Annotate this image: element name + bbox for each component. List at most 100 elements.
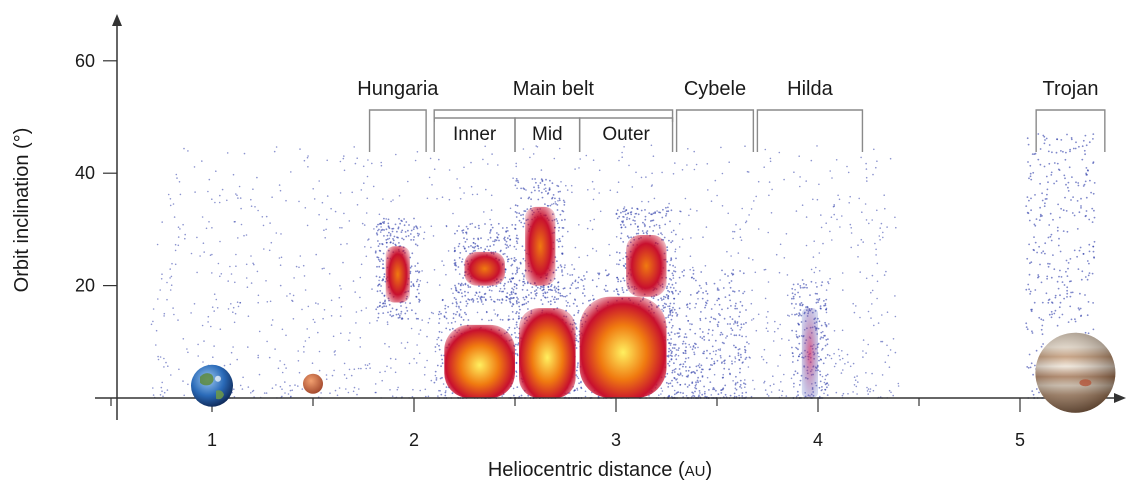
scatter-point [569, 274, 571, 276]
scatter-point [734, 307, 737, 310]
scatter-point [389, 241, 392, 244]
scatter-point [381, 306, 384, 309]
scatter-point [505, 230, 508, 233]
scatter-point [699, 336, 702, 338]
scatter-point [213, 293, 216, 296]
scatter-point [675, 312, 677, 314]
scatter-point [748, 257, 750, 259]
scatter-point [284, 392, 286, 394]
scatter-point [685, 336, 688, 339]
scatter-point [1077, 182, 1080, 184]
scatter-point [669, 264, 671, 266]
scatter-point [751, 289, 753, 292]
scatter-point [353, 146, 356, 148]
scatter-point [1048, 162, 1051, 165]
scatter-point [538, 190, 540, 192]
scatter-point [373, 228, 375, 230]
scatter-point [423, 374, 426, 376]
scatter-point [1086, 169, 1089, 172]
scatter-point [540, 299, 543, 301]
scatter-point [177, 236, 180, 238]
scatter-point [738, 334, 741, 337]
scatter-point [508, 278, 511, 281]
scatter-point [293, 277, 295, 279]
scatter-point [723, 317, 726, 320]
scatter-point [1088, 272, 1091, 274]
scatter-point [514, 349, 517, 351]
scatter-point [182, 223, 184, 226]
scatter-point [325, 374, 328, 376]
scatter-point [530, 291, 533, 294]
scatter-point [527, 394, 530, 397]
scatter-point [778, 271, 781, 274]
scatter-point [1047, 236, 1050, 239]
scatter-point [821, 375, 824, 378]
scatter-point [795, 303, 797, 305]
scatter-point [358, 388, 360, 390]
scatter-point [388, 346, 390, 348]
scatter-point [697, 395, 700, 398]
scatter-point [537, 184, 540, 187]
scatter-point [418, 333, 420, 335]
scatter-point [299, 255, 302, 257]
scatter-point [177, 244, 180, 247]
scatter-point [1047, 301, 1050, 304]
scatter-point [866, 386, 868, 389]
scatter-point [624, 226, 627, 229]
scatter-point [417, 317, 419, 320]
scatter-point [515, 336, 517, 339]
scatter-point [774, 320, 776, 323]
scatter-point [703, 385, 705, 388]
scatter-point [342, 261, 344, 264]
scatter-point [292, 294, 295, 297]
scatter-point [467, 227, 469, 230]
scatter-point [732, 230, 734, 233]
scatter-point [752, 259, 754, 261]
scatter-point [551, 295, 553, 298]
scatter-point [378, 228, 380, 231]
scatter-point [557, 200, 559, 202]
scatter-point [256, 176, 258, 179]
scatter-point [743, 290, 746, 293]
scatter-point [1025, 205, 1028, 208]
scatter-point [250, 255, 252, 257]
scatter-point [557, 222, 559, 225]
scatter-point [182, 380, 184, 382]
scatter-point [306, 328, 309, 330]
scatter-point [302, 264, 305, 267]
scatter-point [613, 290, 615, 292]
scatter-point [169, 204, 172, 207]
scatter-point [823, 392, 825, 395]
scatter-point [879, 239, 881, 241]
scatter-point [401, 229, 404, 232]
scatter-point [666, 372, 669, 375]
scatter-point [1042, 319, 1045, 321]
scatter-point [430, 225, 433, 227]
scatter-point [698, 363, 701, 365]
scatter-point [753, 388, 756, 390]
scatter-point [547, 301, 550, 303]
scatter-point [712, 388, 714, 391]
scatter-point [415, 280, 418, 283]
scatter-point [691, 391, 694, 394]
scatter-point [623, 146, 625, 148]
scatter-point [692, 273, 695, 275]
scatter-point [721, 205, 724, 207]
scatter-point [279, 264, 282, 267]
scatter-point [798, 296, 801, 298]
scatter-point [530, 191, 533, 194]
scatter-point [426, 359, 428, 362]
scatter-point [731, 360, 733, 363]
scatter-point [1041, 215, 1043, 217]
scatter-point [721, 341, 724, 344]
scatter-point [352, 390, 355, 393]
scatter-point [1034, 241, 1037, 244]
scatter-point [477, 224, 480, 227]
scatter-point [377, 240, 379, 242]
scatter-point [717, 325, 719, 328]
scatter-point [798, 342, 801, 345]
scatter-point [886, 226, 888, 228]
scatter-point [818, 270, 821, 272]
scatter-point [695, 383, 697, 386]
